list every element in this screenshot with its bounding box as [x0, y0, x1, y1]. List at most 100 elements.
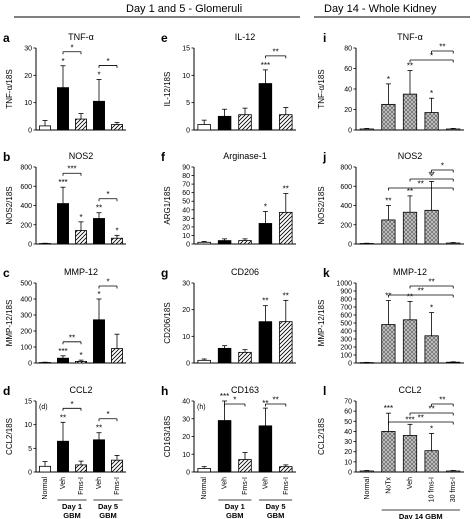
bar — [258, 321, 273, 364]
bar — [111, 237, 123, 245]
x-tick-label: NoTx — [385, 477, 392, 494]
bar — [279, 114, 293, 131]
y-tick-label: 20 — [182, 224, 190, 231]
y-tick-label: 200 — [20, 329, 32, 336]
sig-label: * — [430, 52, 433, 61]
y-tick-label: 30 — [344, 439, 352, 446]
y-tick-label: 0 — [28, 242, 32, 249]
bar — [39, 125, 51, 131]
y-tick-label: 800 — [20, 165, 32, 172]
bar — [238, 114, 252, 131]
bar — [217, 240, 232, 245]
y-tick-label: 0 — [348, 470, 352, 477]
bar — [197, 124, 211, 131]
bar — [381, 324, 396, 364]
panel-h: hCD163(h)010203040CD163/18S********Norma… — [161, 384, 296, 519]
panel-title: NOS2 — [69, 151, 94, 161]
y-tick-label: 60 — [344, 409, 352, 416]
bar — [238, 459, 252, 473]
y-axis-label: MMP-12/18S — [5, 300, 14, 347]
y-tick-label: 10 — [24, 100, 32, 107]
bar — [217, 115, 232, 131]
panel-letter: k — [323, 266, 330, 280]
bar — [424, 209, 439, 245]
bar — [75, 360, 87, 364]
y-tick-label: 60 — [182, 190, 190, 197]
y-tick-label: 10 — [182, 73, 190, 80]
sig-label: ** — [428, 278, 434, 287]
x-tick-label: Veh — [222, 477, 229, 489]
panel-letter: h — [161, 384, 168, 398]
panel-title: CD206 — [231, 267, 259, 277]
significance-star: * — [79, 351, 82, 360]
sig-label: ** — [272, 396, 278, 405]
x-tick-label: Fms-I — [114, 477, 121, 495]
y-tick-label: 70 — [182, 182, 190, 189]
y-tick-label: 0 — [348, 128, 352, 135]
panel-title: MMP-12 — [64, 267, 98, 277]
y-tick-label: 40 — [344, 87, 352, 94]
y-tick-label: 200 — [20, 222, 32, 229]
y-tick-label: 0 — [186, 470, 190, 477]
significance-star: *** — [58, 178, 67, 187]
y-tick-label: 10 — [182, 334, 190, 341]
panel-title: NOS2 — [398, 151, 423, 161]
header-left: Day 1 and 5 - Glomeruli — [126, 3, 242, 15]
bar — [39, 465, 51, 473]
significance-star: *** — [58, 347, 67, 356]
bar — [446, 128, 461, 131]
sig-label: * — [70, 43, 73, 52]
group-label: Day 1 — [62, 502, 82, 511]
y-tick-label: 30 — [182, 416, 190, 423]
significance-star: * — [97, 70, 100, 79]
x-tick-label: Veh — [96, 477, 103, 489]
significance-star: ** — [96, 204, 102, 213]
bar — [217, 420, 232, 473]
bar — [402, 93, 418, 131]
bar — [75, 118, 87, 131]
x-tick-label: Veh — [60, 477, 67, 489]
x-tick-label: Fms-I — [283, 477, 290, 495]
bar — [93, 100, 105, 131]
significance-star: ** — [262, 297, 268, 306]
group-label: Day 1 — [225, 502, 245, 511]
y-axis-label: CCL2/18S — [317, 418, 326, 455]
panel-title: TNF-α — [397, 32, 423, 42]
x-tick-label: Normal — [42, 477, 49, 500]
panel-a: a TNF-α 0 10 20 30 TNF-α/18S * * * * — [3, 31, 126, 135]
bar — [197, 359, 211, 364]
y-tick-label: 0 — [186, 242, 190, 249]
bar — [402, 435, 418, 473]
sig-label: ** — [439, 43, 445, 52]
panel-letter: g — [161, 266, 168, 280]
panel-letter: b — [3, 150, 10, 164]
panel-e: e IL-12 0 5 10 15 IL-12/18S ***** — [161, 31, 296, 135]
bar — [359, 470, 374, 473]
bar — [197, 468, 211, 473]
bar — [424, 335, 439, 364]
bar — [93, 319, 105, 364]
sig-label: ** — [439, 396, 445, 405]
sig-label: * — [106, 278, 109, 287]
x-tick-label: Veh — [262, 477, 269, 489]
panel-letter: j — [322, 150, 326, 164]
y-tick-label: 60 — [344, 66, 352, 73]
panel-title: IL-12 — [235, 32, 256, 42]
bar — [39, 362, 51, 364]
bar — [402, 319, 418, 364]
x-tick-label: Normal — [201, 477, 208, 500]
bar — [111, 348, 123, 364]
y-tick-label: 5 — [28, 446, 32, 453]
bar — [381, 103, 396, 131]
panel-title: TNF-α — [68, 32, 94, 42]
y-tick-label: 200 — [340, 222, 352, 229]
y-tick-label: 0 — [186, 128, 190, 135]
y-tick-label: 50 — [182, 199, 190, 206]
bar — [381, 431, 396, 473]
y-axis-label: TNF-α/18S — [317, 69, 326, 108]
